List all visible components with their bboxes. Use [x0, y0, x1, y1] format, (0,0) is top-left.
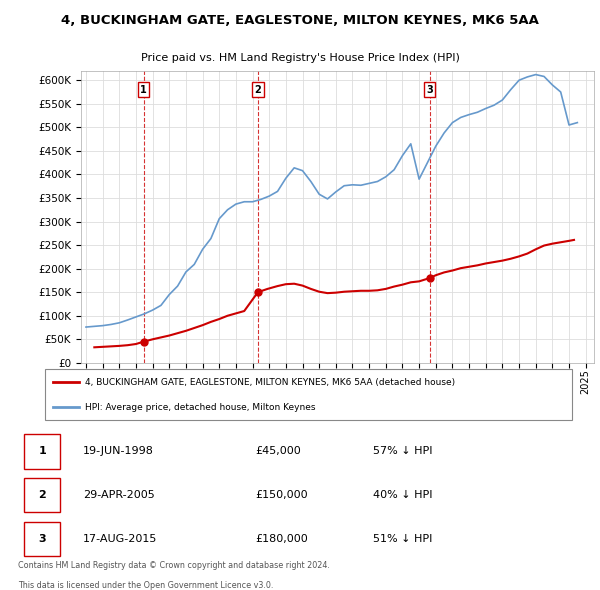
Text: Contains HM Land Registry data © Crown copyright and database right 2024.: Contains HM Land Registry data © Crown c… [18, 561, 330, 570]
Text: 1: 1 [38, 447, 46, 456]
Text: 2: 2 [254, 85, 261, 95]
Text: £180,000: £180,000 [255, 534, 308, 544]
Text: £150,000: £150,000 [255, 490, 308, 500]
Text: 40% ↓ HPI: 40% ↓ HPI [373, 490, 433, 500]
Text: 4, BUCKINGHAM GATE, EAGLESTONE, MILTON KEYNES, MK6 5AA: 4, BUCKINGHAM GATE, EAGLESTONE, MILTON K… [61, 14, 539, 27]
Text: Price paid vs. HM Land Registry's House Price Index (HPI): Price paid vs. HM Land Registry's House … [140, 53, 460, 63]
FancyBboxPatch shape [23, 434, 60, 468]
Text: 19-JUN-1998: 19-JUN-1998 [83, 447, 154, 456]
Text: 57% ↓ HPI: 57% ↓ HPI [373, 447, 433, 456]
Text: 29-APR-2005: 29-APR-2005 [83, 490, 155, 500]
FancyBboxPatch shape [44, 369, 572, 420]
Text: 17-AUG-2015: 17-AUG-2015 [83, 534, 157, 544]
FancyBboxPatch shape [23, 478, 60, 512]
Text: 3: 3 [38, 534, 46, 544]
Text: This data is licensed under the Open Government Licence v3.0.: This data is licensed under the Open Gov… [18, 582, 274, 590]
FancyBboxPatch shape [23, 522, 60, 556]
Text: 2: 2 [38, 490, 46, 500]
Text: £45,000: £45,000 [255, 447, 301, 456]
Text: 4, BUCKINGHAM GATE, EAGLESTONE, MILTON KEYNES, MK6 5AA (detached house): 4, BUCKINGHAM GATE, EAGLESTONE, MILTON K… [85, 378, 455, 386]
Text: 3: 3 [426, 85, 433, 95]
Text: 1: 1 [140, 85, 147, 95]
Text: 51% ↓ HPI: 51% ↓ HPI [373, 534, 433, 544]
Text: HPI: Average price, detached house, Milton Keynes: HPI: Average price, detached house, Milt… [85, 403, 315, 412]
